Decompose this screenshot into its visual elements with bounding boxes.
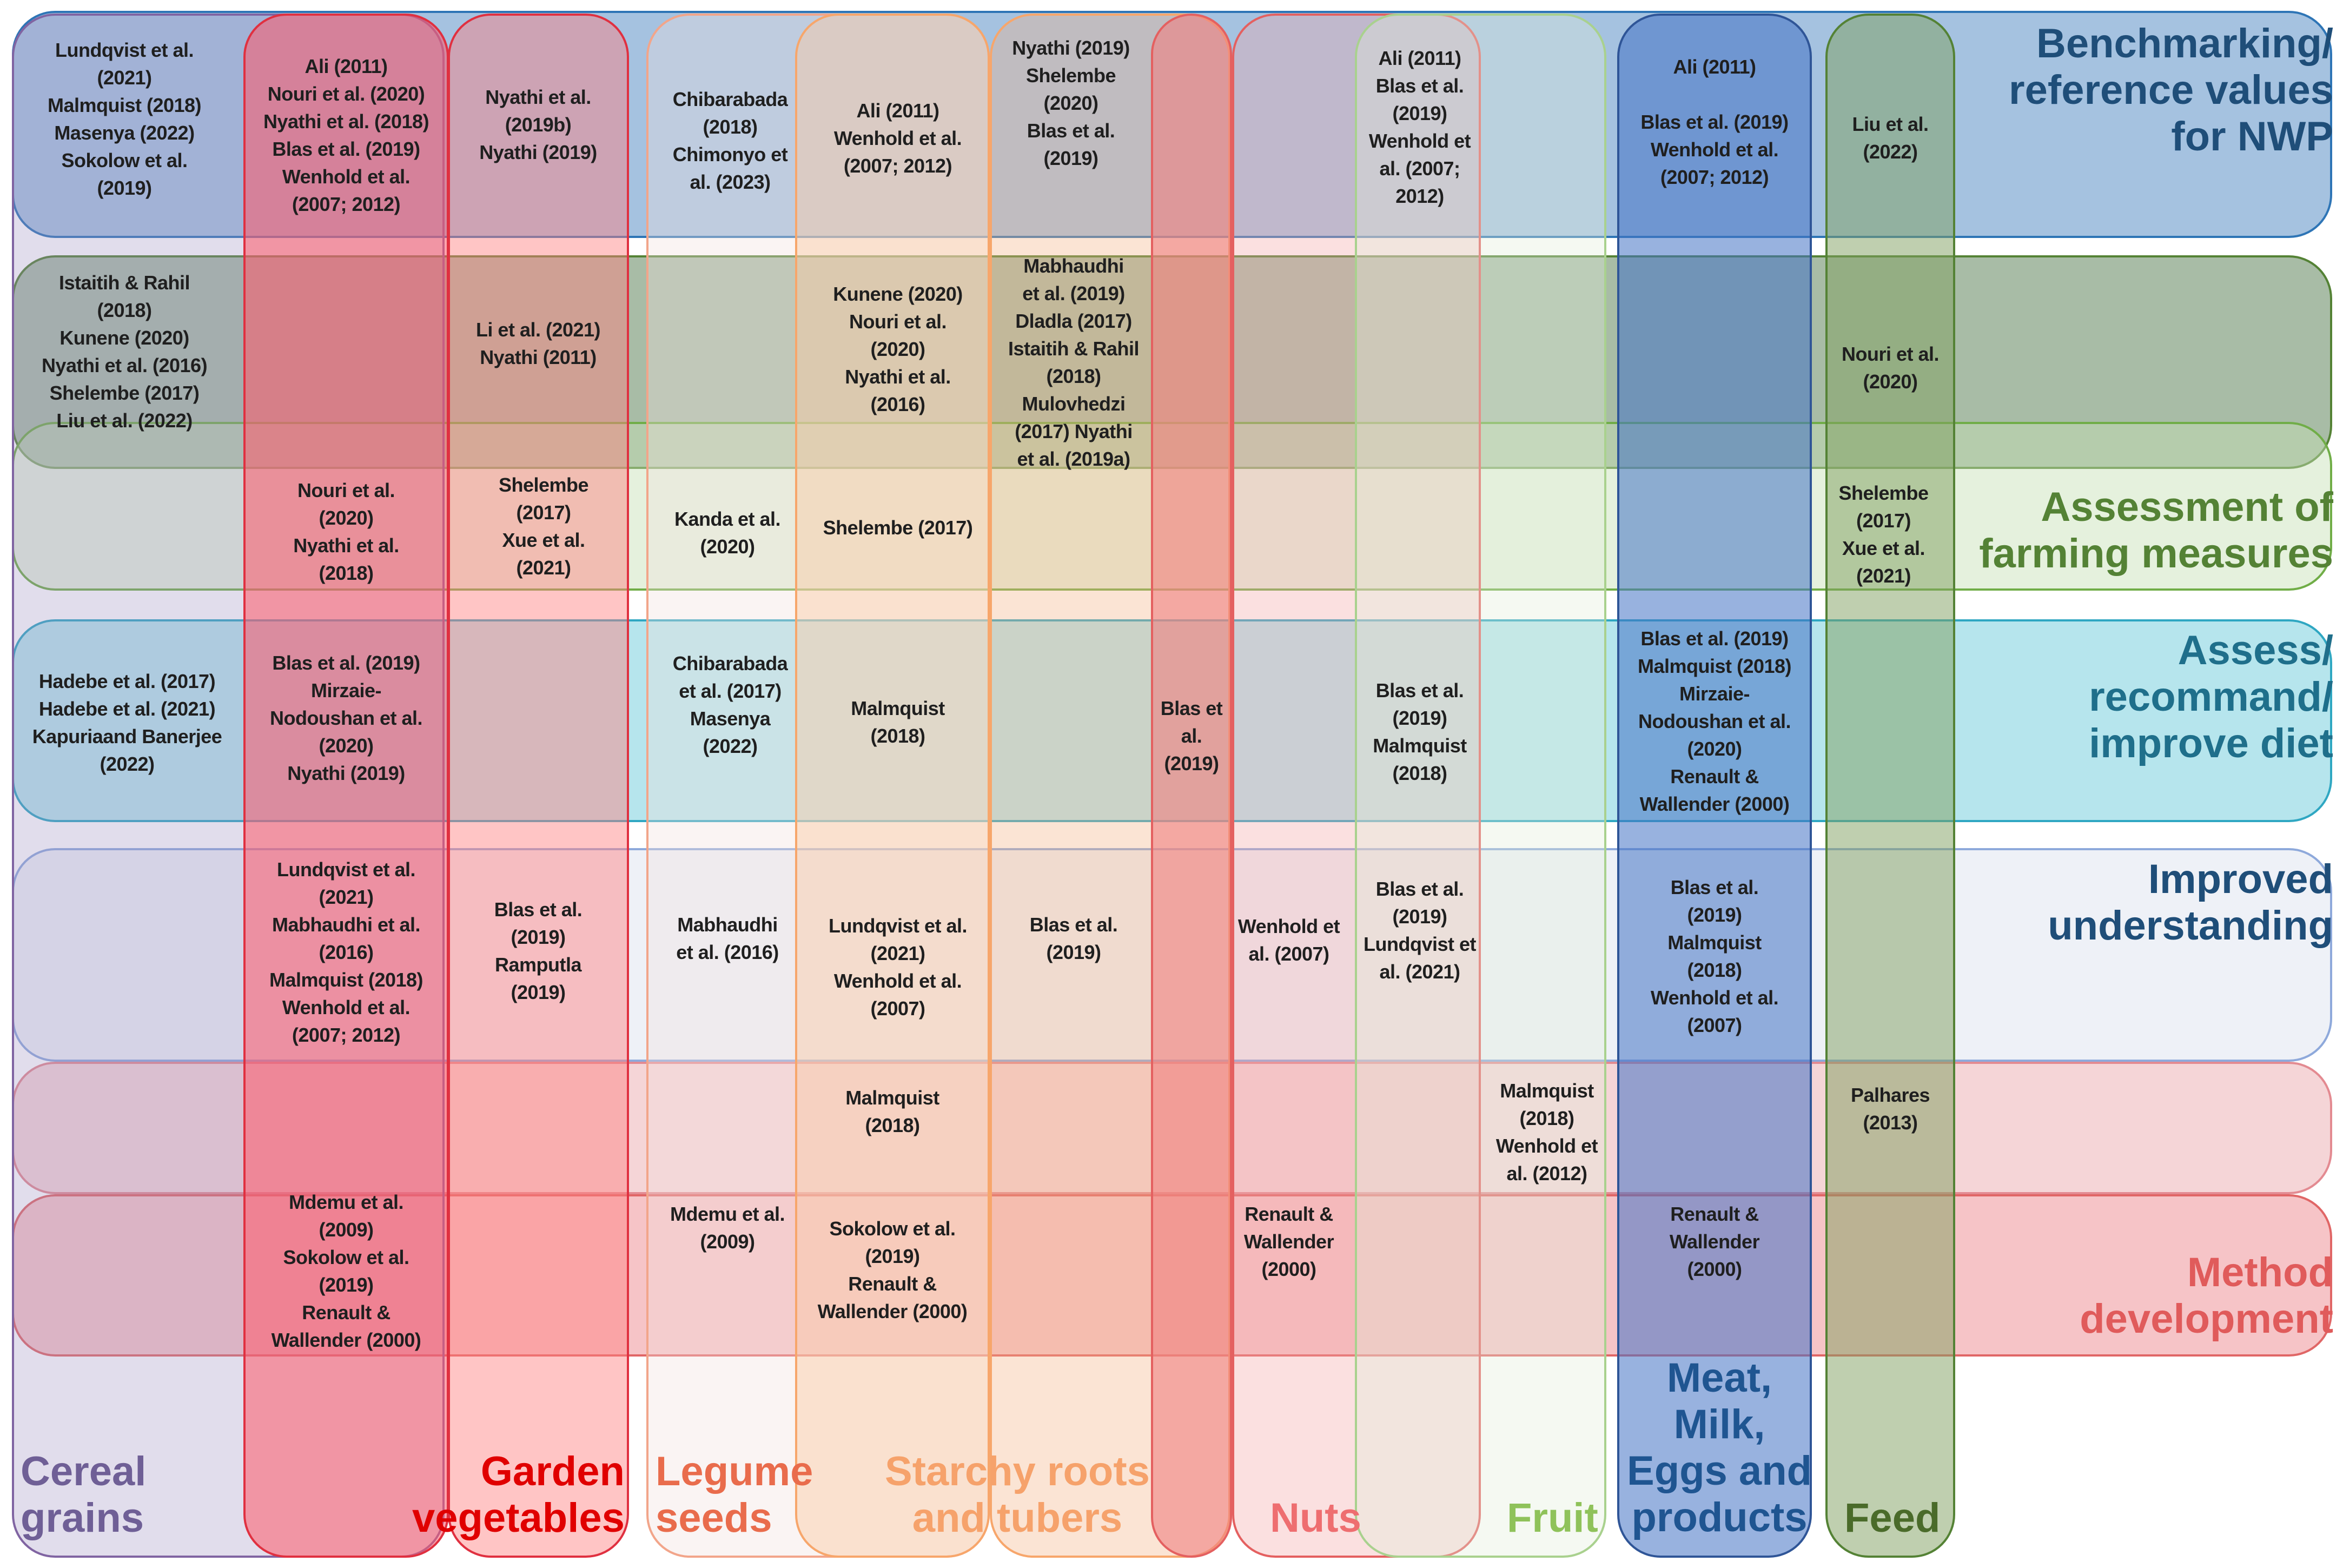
cell-method-meat: Renault & Wallender (2000) bbox=[1669, 1202, 1760, 1280]
cell-assessment-garden: Nouri et al. (2020) Nyathi et al. (2018) bbox=[293, 479, 399, 584]
col-label-nuts: Nuts bbox=[1270, 1495, 1361, 1541]
cell-diet-nuts: Blas et al. (2019) bbox=[1160, 697, 1223, 775]
cell-method-garden: Mdemu et al. (2009) Sokolow et al. (2019… bbox=[271, 1191, 421, 1351]
cell-benchmark-cereal: Lundqvist et al. (2021) Malmquist (2018)… bbox=[47, 39, 202, 199]
col-label-cereal-grains: Cereal grains bbox=[21, 1448, 147, 1541]
cell-understanding-meat: Blas et al. (2019) Malmquist (2018) Wenh… bbox=[1650, 876, 1779, 1036]
cell-benchmark-meat: Ali (2011) Blas et al. (2019) Wenhold et… bbox=[1640, 55, 1789, 188]
cell-diet-legume: Chibarabada et al. (2017) Masenya (2022) bbox=[672, 652, 788, 757]
cell-understanding-fruit: Blas et al. (2019) Lundqvist et al. (202… bbox=[1364, 878, 1477, 983]
cell-benchmark-legume: Chibarabada (2018) Chimonyo et al. (2023… bbox=[672, 88, 788, 193]
cell-diet-garden: Blas et al. (2019) Mirzaie- Nodoushan et… bbox=[269, 652, 423, 784]
cell-assessment-garden2: Shelembe (2017) Xue et al. (2021) bbox=[498, 473, 589, 579]
cell-understanding-legume: Mabhaudhi et al. (2016) bbox=[676, 914, 779, 963]
cell-benchmark-garden2: Nyathi et al. (2019b) Nyathi (2019) bbox=[479, 85, 597, 163]
cell-method-nuts: Renault & Wallender (2000) bbox=[1243, 1202, 1334, 1280]
cell-benchmark-fruit: Ali (2011) Blas et al. (2019) Wenhold et… bbox=[1368, 47, 1471, 207]
cell-assessment-legume: Kanda et al. (2020) bbox=[674, 508, 781, 558]
cell-assessment-starchy: Shelembe (2017) bbox=[823, 516, 973, 539]
cell-understanding-starchy: Lundqvist et al. (2021) Wenhold et al. (… bbox=[828, 914, 968, 1020]
cell-assessment-feed: Shelembe (2017) Xue et al. (2021) bbox=[1838, 481, 1929, 587]
cell-benchmark-starchy: Ali (2011) Wenhold et al. (2007; 2012) bbox=[833, 99, 962, 177]
cell-understanding-starchy2: Blas et al. (2019) bbox=[1029, 914, 1118, 963]
col-garden-vegetables-2 bbox=[448, 14, 629, 1558]
cell-diet-meat: Blas et al. (2019) Malmquist (2018) Mirz… bbox=[1637, 627, 1792, 815]
cell-overlap2-feed: Palhares (2013) bbox=[1850, 1084, 1930, 1134]
cell-understanding-nuts: Wenhold et al. (2007) bbox=[1237, 915, 1340, 965]
col-label-feed: Feed bbox=[1844, 1495, 1941, 1541]
cell-understanding-garden2: Blas et al. (2019) Ramputla (2019) bbox=[494, 898, 583, 1003]
cell-overlap-starchy: Kunene (2020) Nouri et al. (2020) Nyathi… bbox=[833, 282, 963, 415]
row-label-benchmarking: Benchmarking/ reference values for NWP bbox=[2009, 21, 2333, 160]
cell-overlap2-starchy: Malmquist (2018) bbox=[845, 1087, 939, 1136]
row-label-method-development: Method development bbox=[2080, 1249, 2333, 1342]
col-label-meat-milk-eggs: Meat, Milk, Eggs and products bbox=[1627, 1355, 1812, 1540]
col-meat-milk-eggs bbox=[1617, 14, 1812, 1558]
col-label-starchy-roots: Starchy roots and tubers bbox=[885, 1448, 1150, 1541]
cell-diet-starchy: Malmquist (2018) bbox=[851, 697, 945, 747]
cell-overlap-cereal: Istaitih & Rahil (2018) Kunene (2020) Ny… bbox=[41, 272, 208, 432]
col-garden-vegetables bbox=[243, 14, 449, 1558]
cell-overlap-starchy2: Mabhaudhi et al. (2019) Dladla (2017) Is… bbox=[1008, 255, 1140, 470]
cell-overlap2-fruit: Malmquist (2018) Wenhold et al. (2012) bbox=[1495, 1079, 1598, 1185]
cell-overlap-feed: Nouri et al. (2020) bbox=[1841, 343, 1940, 393]
cell-diet-cereal: Hadebe et al. (2017) Hadebe et al. (2021… bbox=[32, 670, 222, 775]
cell-diet-fruit: Blas et al. (2019) Malmquist (2018) bbox=[1373, 679, 1467, 784]
cell-benchmark-garden: Ali (2011) Nouri et al. (2020) Nyathi et… bbox=[263, 55, 429, 215]
col-label-fruit: Fruit bbox=[1507, 1495, 1598, 1541]
cell-overlap-garden2: Li et al. (2021) Nyathi (2011) bbox=[475, 319, 601, 368]
col-feed bbox=[1825, 14, 1955, 1558]
row-label-improved-understanding: Improved understanding bbox=[2048, 856, 2333, 949]
col-starchy-roots bbox=[795, 14, 990, 1558]
cell-benchmark-starchy2: Nyathi (2019) Shelembe (2020) Blas et al… bbox=[1012, 36, 1130, 169]
row-label-assessment-farming: Assessment of farming measures bbox=[1979, 484, 2333, 577]
col-fruit bbox=[1355, 14, 1606, 1558]
cell-method-legume: Mdemu et al. (2009) bbox=[670, 1203, 785, 1253]
col-label-garden-vegetables: Garden vegetables bbox=[412, 1448, 625, 1541]
row-label-assess-diet: Assess/ recommand/ improve diet bbox=[2089, 627, 2333, 766]
cell-understanding-garden: Lundqvist et al. (2021) Mabhaudhi et al.… bbox=[269, 858, 423, 1046]
col-label-legume-seeds: Legume seeds bbox=[656, 1448, 813, 1541]
cell-benchmark-feed: Liu et al. (2022) bbox=[1852, 113, 1929, 163]
col-legume-seeds bbox=[646, 14, 990, 1558]
col-nuts bbox=[1151, 14, 1232, 1558]
cell-method-starchy: Sokolow et al. (2019) Renault & Wallende… bbox=[817, 1217, 968, 1322]
